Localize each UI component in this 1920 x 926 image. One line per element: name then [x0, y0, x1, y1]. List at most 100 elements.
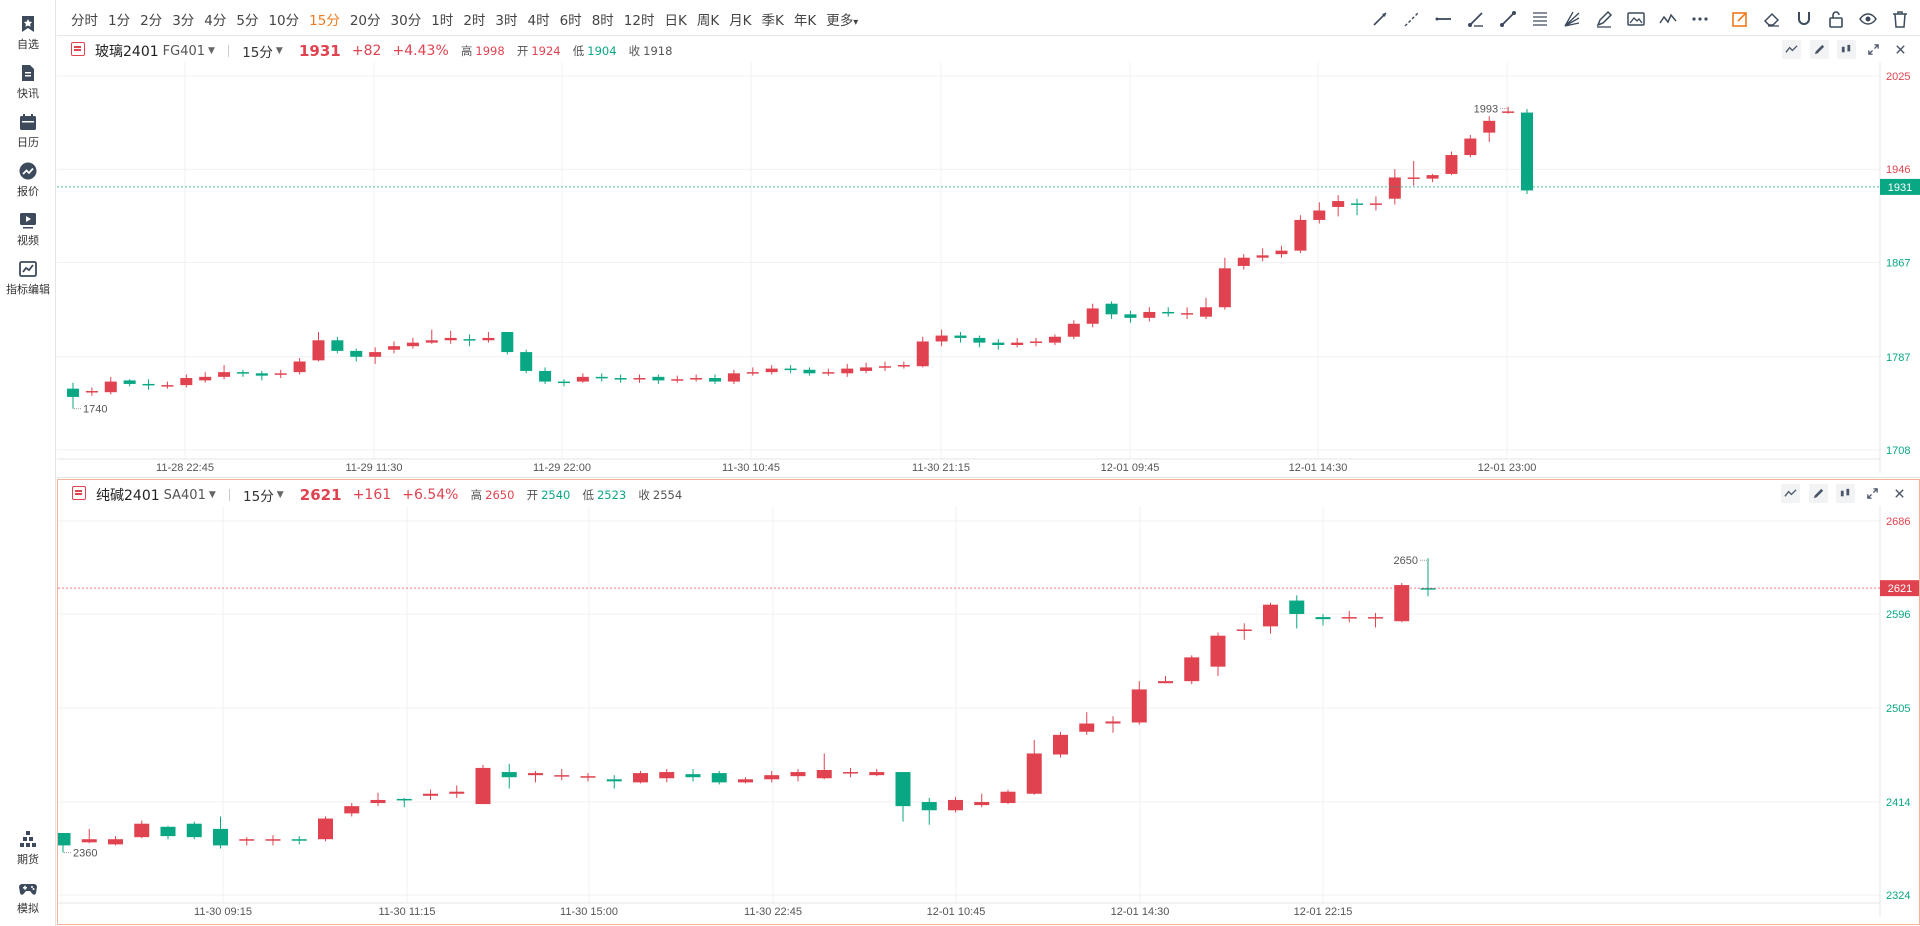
trash-icon[interactable]: [1890, 9, 1910, 29]
period-0[interactable]: 分时: [71, 13, 98, 29]
candlestick-chart[interactable]: 1931 2025 1946 1867 1787 1708 11-28 22:45 11-29…: [57, 36, 1920, 478]
interval-select[interactable]: 15分: [242, 45, 273, 61]
candlestick-chart[interactable]: 2621 2686 2596 2505 2414 2324 11-30 09:15 11-30…: [58, 480, 1919, 924]
interval-select[interactable]: 15分: [243, 489, 274, 505]
candle-body: [1143, 311, 1156, 318]
period-11[interactable]: 2时: [463, 13, 486, 29]
candle-body: [239, 839, 255, 841]
candle-body: [1067, 323, 1080, 337]
candle-body: [709, 378, 722, 382]
chart-type-icon[interactable]: [1781, 484, 1801, 503]
period-6[interactable]: 10分: [268, 13, 300, 29]
candle-body: [1263, 604, 1278, 627]
expand-icon[interactable]: [1864, 40, 1883, 59]
period-8[interactable]: 20分: [349, 13, 381, 29]
lock-icon[interactable]: [1826, 9, 1846, 29]
period-2[interactable]: 2分: [140, 13, 163, 29]
period-19[interactable]: 月K: [729, 13, 752, 29]
period-17[interactable]: 日K: [664, 13, 687, 29]
period-18[interactable]: 周K: [696, 13, 720, 29]
sidebar-item-video[interactable]: 视频: [0, 200, 56, 252]
candle-body: [1237, 257, 1250, 266]
candle-body: [921, 802, 937, 811]
draw-mode-icon[interactable]: [1730, 9, 1750, 29]
trend-circle-icon: [19, 162, 37, 180]
symbol-code[interactable]: SA401: [163, 487, 206, 503]
period-22[interactable]: 更多▾: [826, 13, 859, 29]
period-3[interactable]: 3分: [172, 13, 195, 29]
chart-type-icon[interactable]: [1782, 40, 1802, 59]
chevron-down-icon[interactable]: ▼: [275, 46, 283, 56]
y-tick-label: 2025: [1886, 71, 1910, 83]
period-21[interactable]: 年K: [793, 13, 817, 29]
x-tick-label: 12-01 23:00: [1478, 462, 1537, 474]
edit-icon[interactable]: [1808, 484, 1828, 503]
period-20[interactable]: 季K: [761, 13, 784, 29]
chevron-down-icon[interactable]: ▼: [208, 46, 215, 56]
chevron-down-icon[interactable]: ▼: [208, 490, 216, 500]
period-9[interactable]: 30分: [390, 13, 422, 29]
sidebar-item-futures[interactable]: 期货: [0, 819, 56, 871]
candle-body: [218, 372, 231, 377]
period-5[interactable]: 5分: [236, 13, 259, 29]
candle-body: [727, 373, 740, 382]
x-tick-label: 12-01 09:45: [1101, 462, 1160, 474]
trend-line-icon[interactable]: [1370, 9, 1390, 29]
period-7[interactable]: 15分: [309, 13, 340, 29]
more-dots-icon[interactable]: [1690, 9, 1710, 29]
candle-body: [711, 773, 727, 783]
pencil-icon[interactable]: [1594, 9, 1614, 29]
period-1[interactable]: 1分: [108, 13, 131, 29]
expand-icon[interactable]: [1863, 484, 1882, 503]
candle-body: [274, 373, 287, 375]
close-icon[interactable]: [1890, 484, 1909, 503]
candle-body: [1053, 734, 1068, 755]
wave-icon[interactable]: [1658, 9, 1678, 29]
image-icon[interactable]: [1626, 9, 1646, 29]
period-15[interactable]: 8时: [591, 13, 614, 29]
symbol-name[interactable]: 纯碱2401: [96, 488, 160, 504]
last-price: 1931: [298, 42, 341, 60]
symbol-code[interactable]: FG401: [162, 43, 206, 59]
sidebar-item-quotes[interactable]: 报价: [0, 151, 56, 203]
segment-icon[interactable]: [1498, 9, 1518, 29]
eye-icon[interactable]: [1858, 9, 1878, 29]
candle-body: [822, 372, 835, 374]
left-sidebar: 自选 快讯 日历 报价 视频 指标编辑 期货 模拟: [0, 0, 56, 926]
sidebar-item-watchlist[interactable]: 自选: [0, 4, 56, 56]
period-12[interactable]: 3时: [495, 13, 518, 29]
period-14[interactable]: 6时: [559, 13, 582, 29]
symbol-menu-icon[interactable]: [72, 486, 86, 500]
sidebar-item-simulation[interactable]: 模拟: [0, 868, 56, 920]
chevron-down-icon[interactable]: ▼: [276, 490, 284, 500]
period-16[interactable]: 12时: [623, 13, 655, 29]
ray-icon[interactable]: [1466, 9, 1486, 29]
edit-icon[interactable]: [1809, 40, 1829, 59]
magnet-icon[interactable]: [1794, 9, 1814, 29]
indicator-icon[interactable]: [1835, 484, 1855, 503]
y-tick-label: 2686: [1886, 516, 1910, 528]
candle-body: [1388, 177, 1401, 199]
close-label: 收: [628, 44, 641, 58]
sidebar-item-calendar[interactable]: 日历: [0, 102, 56, 154]
symbol-menu-icon[interactable]: [71, 42, 85, 56]
close-icon[interactable]: [1891, 40, 1910, 59]
candle-body: [954, 335, 967, 338]
sidebar-item-indicator-edit[interactable]: 指标编辑: [0, 249, 56, 301]
candle-body: [935, 335, 948, 342]
period-13[interactable]: 4时: [527, 13, 550, 29]
chart-pane-soda-ash[interactable]: 2621 2686 2596 2505 2414 2324 11-30 09:15 11-30…: [57, 479, 1920, 925]
period-4[interactable]: 4分: [204, 13, 227, 29]
chart-pane-glass[interactable]: 1931 2025 1946 1867 1787 1708 11-28 22:45 11-29…: [57, 36, 1920, 478]
period-10[interactable]: 1时: [431, 13, 454, 29]
symbol-name[interactable]: 玻璃2401: [95, 44, 159, 60]
indicator-icon[interactable]: [1836, 40, 1856, 59]
sidebar-item-news[interactable]: 快讯: [0, 53, 56, 105]
divider: [228, 45, 230, 57]
fibonacci-icon[interactable]: [1530, 9, 1550, 29]
x-tick-label: 11-30 10:45: [722, 462, 780, 474]
fan-icon[interactable]: [1562, 9, 1582, 29]
eraser-icon[interactable]: [1762, 9, 1782, 29]
horizontal-line-icon[interactable]: [1434, 9, 1454, 29]
extended-line-icon[interactable]: [1402, 9, 1422, 29]
